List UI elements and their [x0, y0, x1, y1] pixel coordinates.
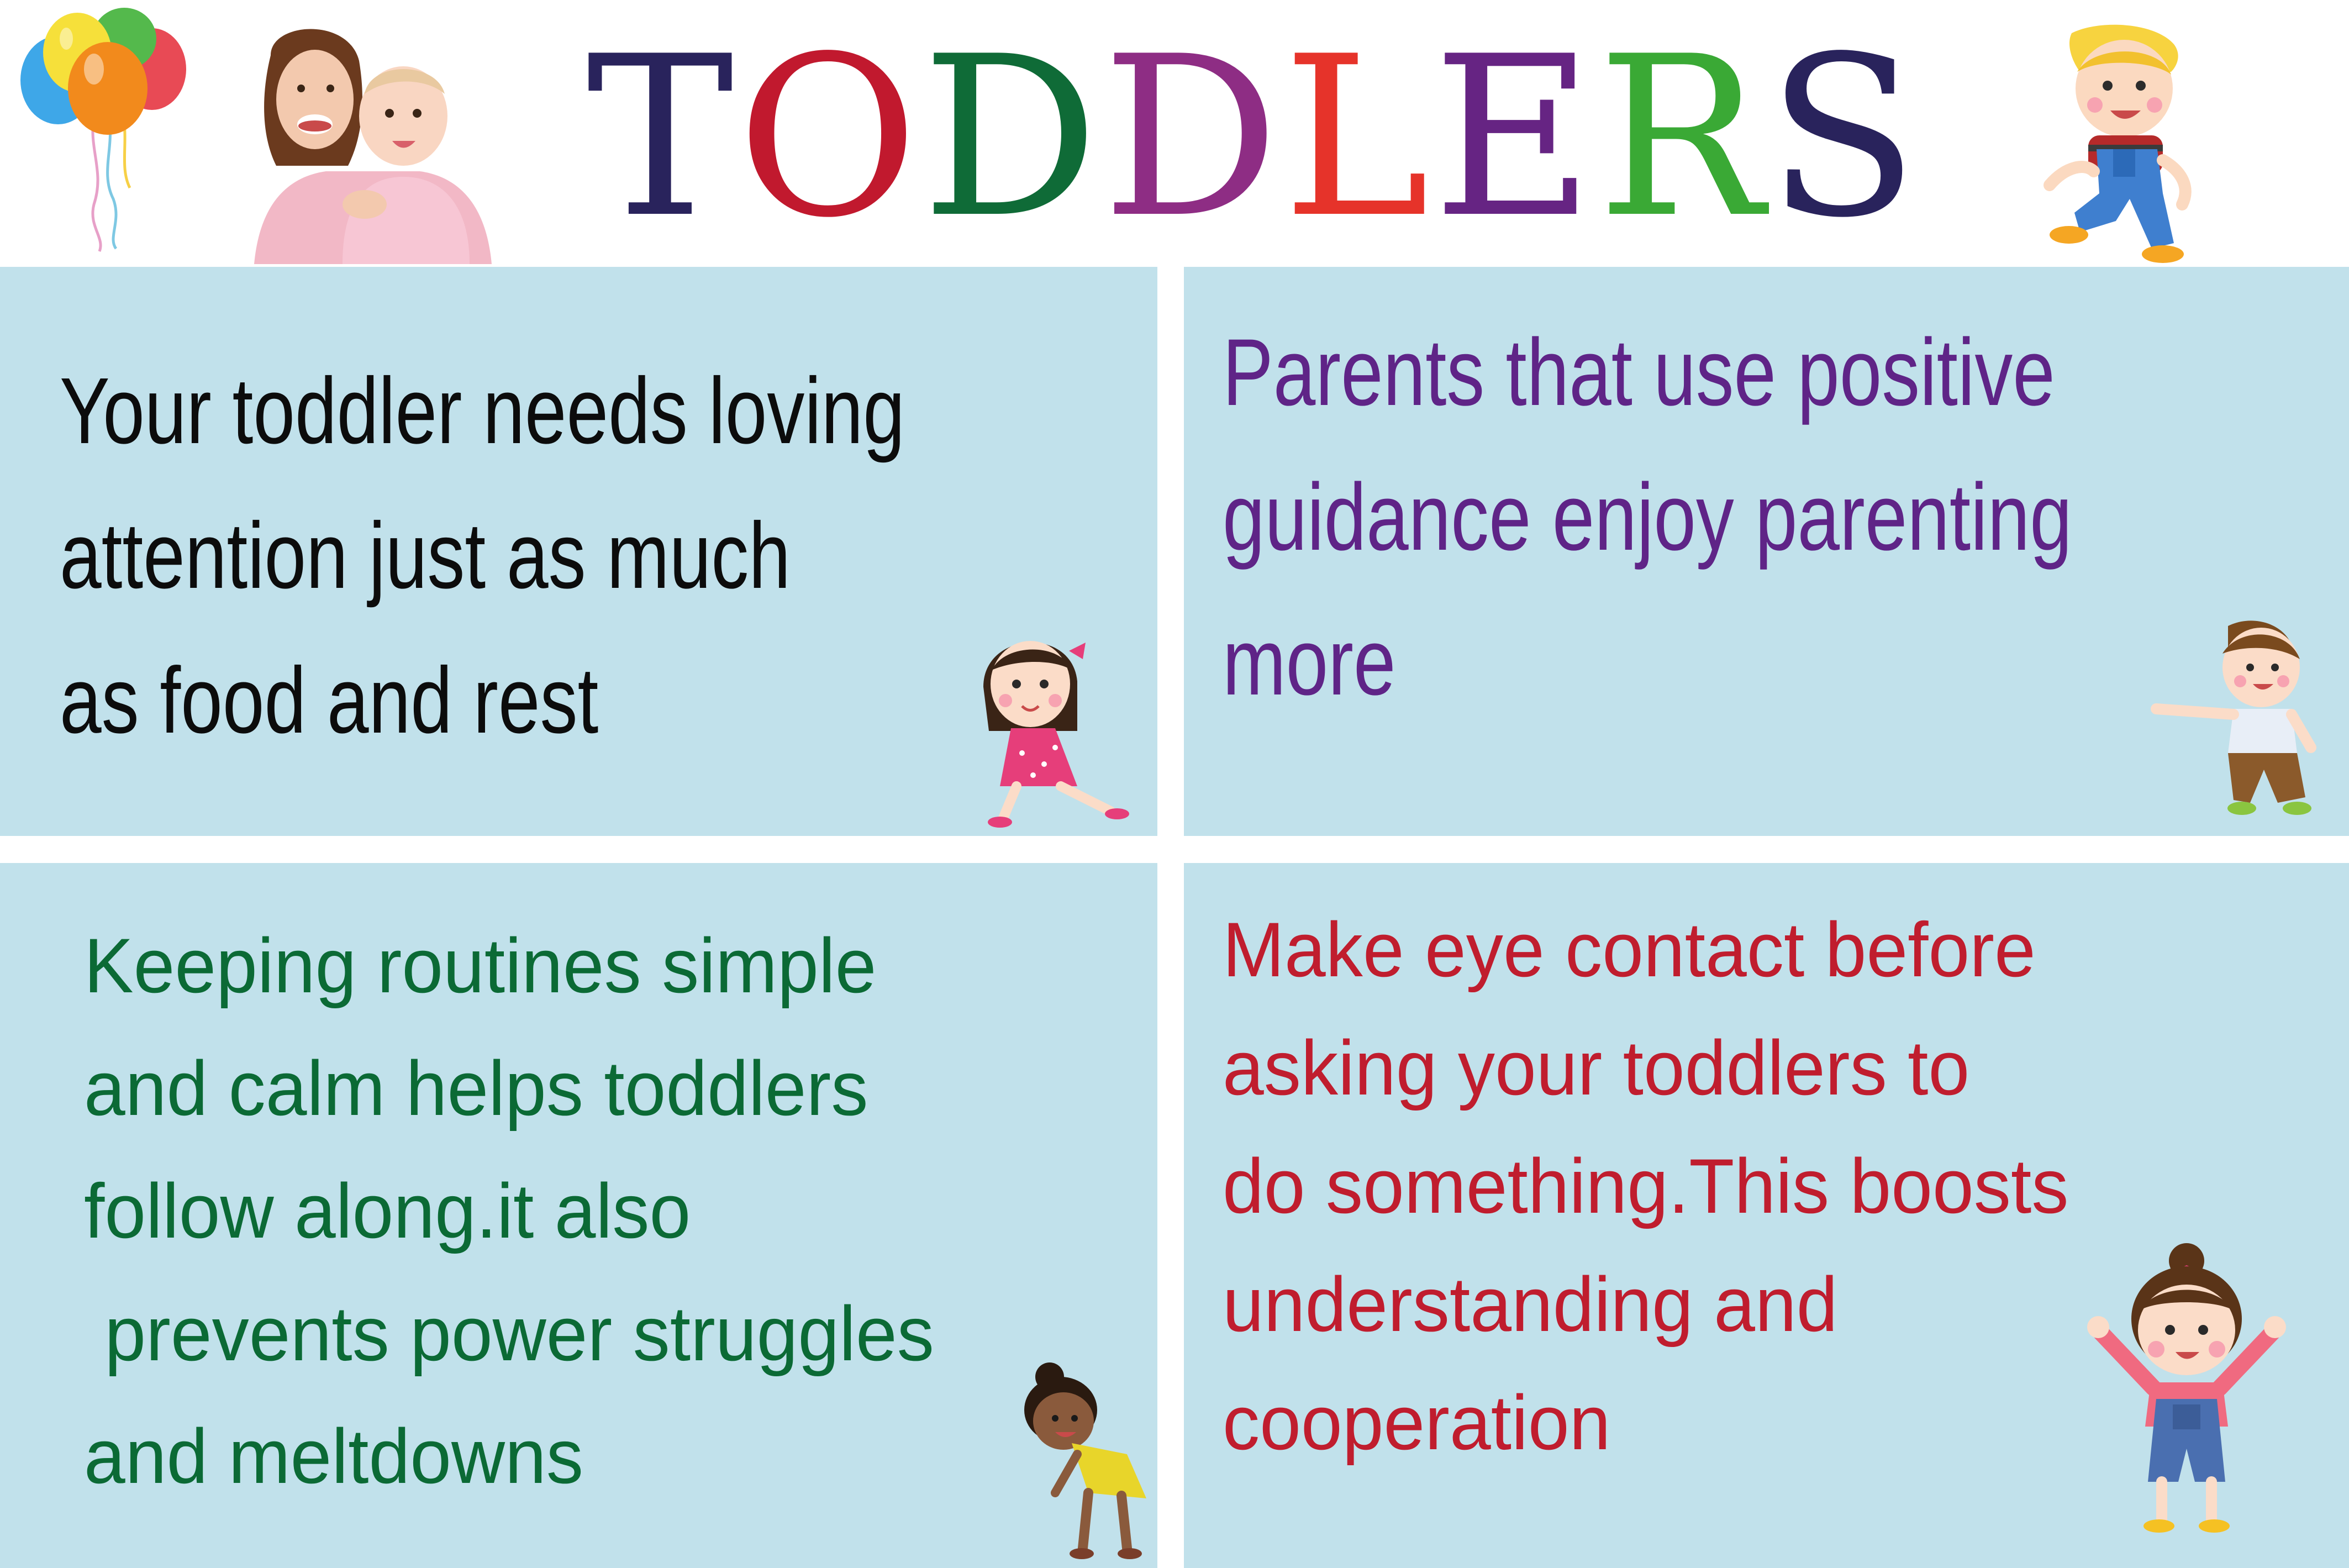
tip-line: guidance enjoy parenting: [1223, 464, 2072, 570]
tip-line: understanding and: [1223, 1261, 1838, 1348]
title-letter: O: [737, 9, 922, 266]
tip-line: Parents that use positive: [1223, 319, 2055, 425]
boy-overalls-illustration: [2043, 24, 2192, 263]
tip-panel-2: Parents that use positive guidance enjoy…: [1184, 267, 2349, 836]
girl-overalls-illustration: [2087, 1243, 2286, 1533]
tip-line: as food and rest: [60, 648, 599, 753]
tip-line: cooperation: [1223, 1379, 1611, 1466]
tip-text-1: Your toddler needs loving attention just…: [60, 339, 905, 773]
tip-line: and calm helps toddlers: [84, 1045, 868, 1132]
tip-line: attention just as much: [60, 503, 791, 608]
tip-line: and meltdowns: [84, 1413, 583, 1499]
title-letter: D: [921, 9, 1102, 266]
tip-line: Keeping routines simple: [84, 922, 877, 1009]
balloons-icon: [20, 8, 186, 252]
tip-line: more: [1223, 609, 1396, 715]
tip-panel-3: Keeping routines simple and calm helps t…: [0, 863, 1157, 1568]
tip-line: follow along.it also: [84, 1167, 691, 1254]
title-letter: E: [1432, 9, 1598, 266]
tip-line: do something.This boosts: [1223, 1143, 2069, 1229]
title-letter: L: [1282, 9, 1433, 266]
mother-baby-photo: [254, 29, 492, 264]
tip-line: Your toddler needs loving: [60, 359, 905, 464]
tip-line: asking your toddlers to: [1223, 1024, 1970, 1111]
tip-line: prevents power struggles: [84, 1290, 934, 1377]
tip-text-3: Keeping routines simple and calm helps t…: [84, 904, 934, 1518]
boy-waving-illustration: [2151, 620, 2316, 815]
tip-text-4: Make eye contact before asking your todd…: [1223, 891, 2069, 1482]
title-letter: S: [1767, 9, 1922, 266]
title-letter: T: [586, 9, 738, 266]
girl-pink-dress-illustration: [983, 641, 1129, 828]
girl-bending-illustration: [1024, 1362, 1146, 1559]
title-letter: R: [1597, 9, 1767, 266]
tip-line: Make eye contact before: [1223, 906, 2036, 993]
title-letter: D: [1102, 9, 1283, 266]
tip-panel-4: Make eye contact before asking your todd…: [1184, 863, 2349, 1568]
tip-panel-1: Your toddler needs loving attention just…: [0, 267, 1157, 836]
tip-text-2: Parents that use positive guidance enjoy…: [1223, 300, 2072, 734]
